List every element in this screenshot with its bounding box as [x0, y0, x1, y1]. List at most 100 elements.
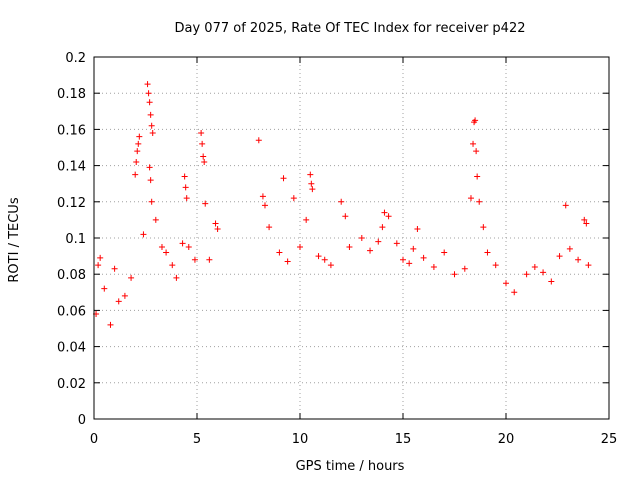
data-point	[451, 271, 458, 278]
data-point	[461, 265, 468, 272]
data-point	[385, 213, 392, 220]
data-point	[149, 130, 156, 137]
data-point	[531, 263, 538, 270]
plot-frame	[93, 56, 610, 420]
y-tick-label: 0.2	[65, 51, 86, 66]
x-tick-label: 5	[193, 432, 201, 447]
grid-lines	[94, 57, 609, 419]
x-axis-label: GPS time / hours	[296, 459, 405, 474]
data-point	[342, 213, 349, 220]
data-point	[200, 153, 207, 160]
y-axis-ticks: 0 0.02 0.04 0.06 0.08 0.1 0.12 0.14 0.16 0.18 0.2	[57, 51, 609, 428]
y-tick-label: 0.16	[57, 123, 86, 138]
data-point	[145, 90, 152, 97]
data-point	[472, 117, 479, 124]
data-point	[581, 216, 588, 223]
data-point	[135, 140, 142, 147]
data-point	[327, 262, 334, 269]
data-point	[414, 225, 421, 232]
data-point	[128, 274, 135, 281]
data-point	[280, 175, 287, 182]
data-point	[163, 249, 170, 256]
data-point	[410, 245, 417, 252]
data-point	[255, 137, 262, 144]
data-point	[484, 249, 491, 256]
data-point	[400, 256, 406, 263]
data-point	[152, 216, 159, 223]
x-tick-label: 15	[395, 432, 412, 447]
data-point	[199, 140, 206, 147]
data-point	[144, 81, 151, 88]
data-point	[575, 256, 582, 263]
data-point	[107, 321, 114, 328]
data-point	[95, 262, 102, 269]
data-point	[308, 180, 315, 187]
data-point	[548, 278, 555, 285]
y-tick-label: 0.04	[57, 341, 86, 356]
x-tick-label: 10	[292, 432, 309, 447]
data-point	[214, 225, 221, 232]
data-point	[503, 280, 509, 287]
data-point	[148, 122, 155, 129]
data-point	[338, 198, 345, 205]
data-point	[585, 262, 592, 269]
data-point	[259, 193, 266, 200]
data-point	[315, 253, 322, 260]
data-point	[134, 148, 141, 155]
data-point	[97, 254, 104, 261]
data-point	[198, 130, 205, 137]
data-point	[381, 209, 388, 216]
data-point	[309, 186, 316, 193]
data-point	[173, 274, 180, 281]
data-point	[441, 249, 448, 256]
data-point	[284, 258, 291, 265]
data-point	[121, 292, 128, 299]
data-point	[393, 240, 400, 247]
y-tick-label: 0	[78, 413, 86, 428]
data-point	[473, 148, 480, 155]
data-point	[202, 200, 209, 207]
data-point	[303, 216, 310, 223]
data-point	[201, 158, 208, 165]
data-point	[191, 256, 198, 263]
x-axis-ticks: 0 5 10 15 20 25	[90, 57, 617, 447]
data-point	[492, 262, 499, 269]
data-point	[136, 133, 143, 140]
data-point	[307, 171, 314, 178]
data-point	[556, 253, 563, 260]
data-point	[183, 195, 190, 202]
data-point	[147, 177, 154, 184]
data-point	[467, 195, 474, 202]
data-point	[523, 271, 530, 278]
data-point	[511, 289, 518, 296]
data-point	[158, 244, 165, 251]
data-point	[540, 269, 547, 276]
data-point	[111, 265, 118, 272]
chart-title: Day 077 of 2025, Rate Of TEC Index for r…	[175, 21, 526, 36]
data-point	[115, 298, 122, 305]
data-point	[476, 198, 483, 205]
data-point	[430, 263, 437, 270]
data-point	[367, 247, 374, 254]
data-point	[148, 198, 155, 205]
data-point	[140, 231, 147, 238]
data-point	[321, 256, 328, 263]
y-tick-label: 0.14	[57, 160, 86, 175]
y-tick-label: 0.02	[57, 377, 86, 392]
data-point	[474, 173, 481, 180]
data-point	[420, 254, 427, 261]
data-point	[181, 173, 188, 180]
data-point	[169, 262, 176, 269]
data-point	[290, 195, 297, 202]
data-point	[185, 244, 192, 251]
x-tick-label: 20	[498, 432, 515, 447]
y-tick-label: 0.08	[57, 268, 86, 283]
data-point	[101, 285, 108, 292]
data-point	[146, 99, 153, 106]
y-tick-label: 0.06	[57, 304, 86, 319]
data-point	[346, 244, 353, 251]
y-tick-label: 0.18	[57, 87, 86, 102]
x-tick-label: 0	[90, 432, 98, 447]
y-axis-label: ROTI / TECUs	[7, 197, 22, 282]
data-point	[206, 256, 213, 263]
